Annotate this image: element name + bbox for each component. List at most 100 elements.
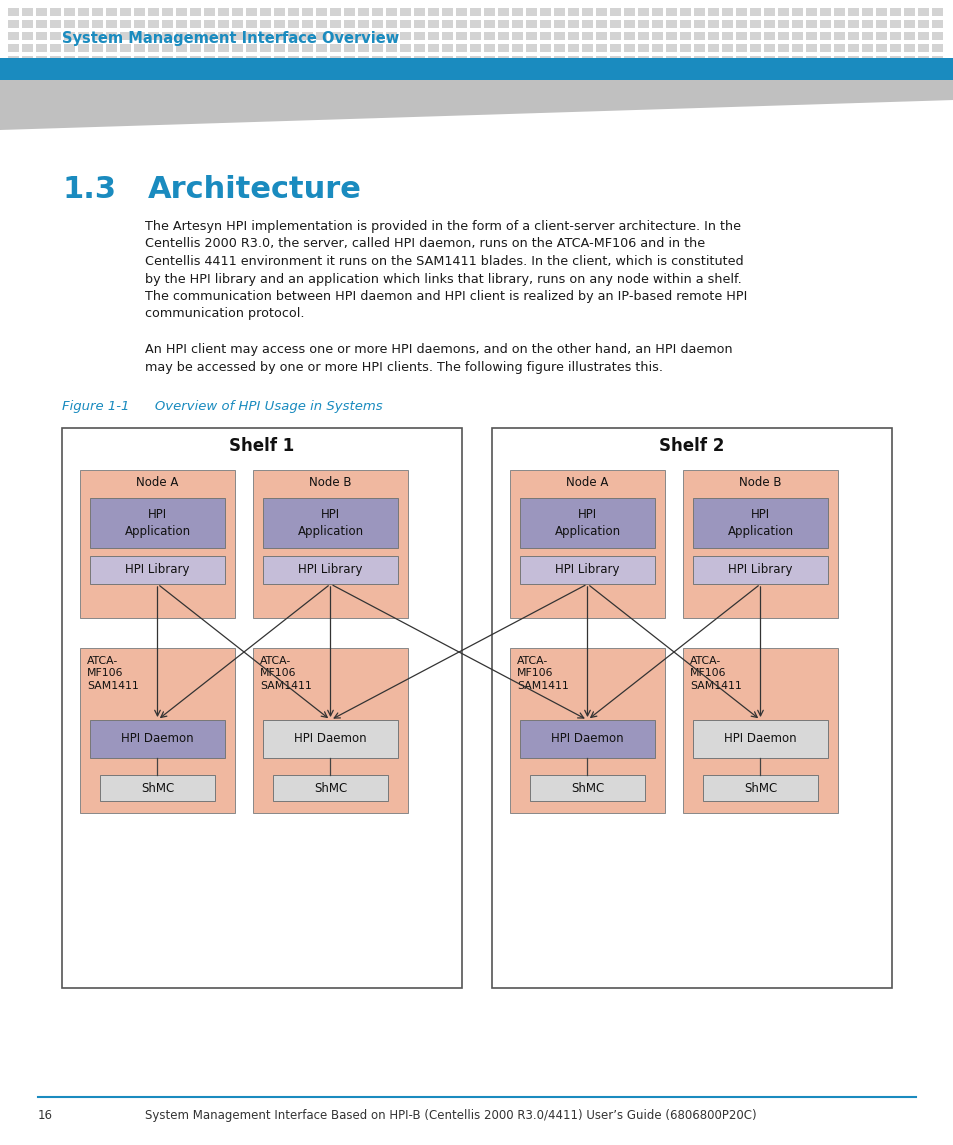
Bar <box>120 32 131 40</box>
Bar <box>539 32 551 40</box>
Text: ShMC: ShMC <box>314 782 347 795</box>
Bar <box>525 32 537 40</box>
Bar <box>302 44 313 52</box>
Bar <box>512 44 522 52</box>
Bar <box>218 56 229 64</box>
Bar <box>78 19 89 27</box>
Bar <box>820 56 830 64</box>
Bar <box>833 56 844 64</box>
Bar <box>554 44 564 52</box>
Bar <box>735 44 746 52</box>
Bar <box>344 56 355 64</box>
Bar <box>190 56 201 64</box>
Bar <box>470 19 480 27</box>
Bar <box>399 44 411 52</box>
Bar <box>36 19 47 27</box>
Bar <box>204 19 214 27</box>
Bar <box>456 32 467 40</box>
Bar <box>315 56 327 64</box>
Bar <box>263 556 397 584</box>
Bar <box>519 498 655 548</box>
Bar <box>263 720 397 758</box>
Bar <box>315 32 327 40</box>
Bar <box>679 56 690 64</box>
Text: HPI Library: HPI Library <box>727 563 792 576</box>
Bar <box>707 44 719 52</box>
Bar <box>820 8 830 16</box>
Bar <box>567 8 578 16</box>
Bar <box>274 56 285 64</box>
Bar <box>778 32 788 40</box>
Text: Figure 1-1      Overview of HPI Usage in Systems: Figure 1-1 Overview of HPI Usage in Syst… <box>62 400 382 413</box>
Bar <box>232 19 243 27</box>
Bar <box>525 44 537 52</box>
Bar <box>791 56 802 64</box>
Bar <box>106 32 117 40</box>
Bar <box>22 8 33 16</box>
Bar <box>651 44 662 52</box>
Bar <box>133 32 145 40</box>
Bar <box>889 56 900 64</box>
Bar <box>36 44 47 52</box>
Bar <box>651 32 662 40</box>
Bar <box>50 8 61 16</box>
Bar <box>693 19 704 27</box>
Bar <box>875 44 886 52</box>
Bar <box>288 32 298 40</box>
Bar <box>302 8 313 16</box>
Bar <box>64 56 75 64</box>
Bar <box>903 44 914 52</box>
Bar <box>50 19 61 27</box>
Bar <box>36 32 47 40</box>
Bar <box>133 19 145 27</box>
Text: Shelf 1: Shelf 1 <box>229 437 294 455</box>
Bar <box>148 8 159 16</box>
Bar <box>263 498 397 548</box>
Bar <box>763 56 774 64</box>
Text: Shelf 2: Shelf 2 <box>659 437 724 455</box>
Bar <box>889 44 900 52</box>
Bar <box>106 8 117 16</box>
Bar <box>414 56 424 64</box>
Bar <box>682 469 837 618</box>
Bar <box>344 8 355 16</box>
Bar <box>470 32 480 40</box>
Text: Node A: Node A <box>136 475 178 489</box>
Bar <box>315 44 327 52</box>
Bar <box>120 8 131 16</box>
Bar <box>456 56 467 64</box>
Bar <box>862 19 872 27</box>
Bar <box>399 8 411 16</box>
Bar <box>679 32 690 40</box>
Bar <box>512 8 522 16</box>
Bar <box>805 8 816 16</box>
Bar <box>90 498 225 548</box>
Text: An HPI client may access one or more HPI daemons, and on the other hand, an HPI : An HPI client may access one or more HPI… <box>145 344 732 356</box>
Bar <box>315 8 327 16</box>
Bar <box>623 19 635 27</box>
Bar <box>372 32 382 40</box>
Bar <box>519 556 655 584</box>
Bar <box>148 32 159 40</box>
Text: Architecture: Architecture <box>148 175 361 204</box>
Bar <box>162 56 172 64</box>
Bar <box>692 498 827 548</box>
Bar <box>638 8 648 16</box>
Bar <box>917 44 928 52</box>
Bar <box>175 19 187 27</box>
Bar <box>931 44 942 52</box>
Bar <box>288 56 298 64</box>
Bar <box>497 32 509 40</box>
Bar <box>862 8 872 16</box>
Bar <box>133 8 145 16</box>
Bar <box>917 19 928 27</box>
Bar <box>428 32 438 40</box>
Text: HPI
Application: HPI Application <box>554 508 619 537</box>
Bar <box>707 32 719 40</box>
Bar <box>833 19 844 27</box>
Bar <box>847 32 858 40</box>
Text: Centellis 2000 R3.0, the server, called HPI daemon, runs on the ATCA-MF106 and i: Centellis 2000 R3.0, the server, called … <box>145 237 704 251</box>
Bar <box>539 19 551 27</box>
Bar <box>596 56 606 64</box>
Text: Node A: Node A <box>566 475 608 489</box>
